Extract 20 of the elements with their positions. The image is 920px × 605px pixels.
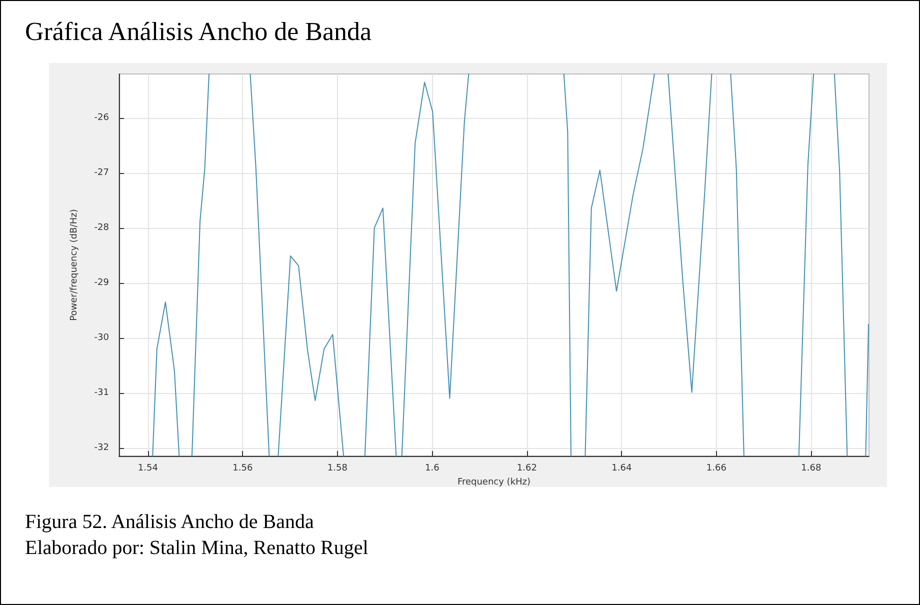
- y-tick-label: -32: [94, 442, 109, 453]
- text: Elaborado por: Stalin Mina, Renatto Rugel: [25, 536, 368, 561]
- x-tick-label: 1.56: [232, 464, 253, 474]
- y-tick-label: -31: [94, 388, 109, 398]
- y-axis-title: Power/frequency (dB/Hz): [70, 209, 80, 321]
- x-tick-label: 1.62: [516, 464, 537, 474]
- x-tick-label: 1.54: [138, 464, 158, 474]
- chart-title: Gráfica Análisis Ancho de Banda: [25, 17, 372, 47]
- y-tick-label: -26: [94, 112, 110, 123]
- y-tick-label: -29: [94, 278, 110, 288]
- y-tick-label: -30: [94, 332, 110, 343]
- y-tick-label: -28: [94, 222, 110, 233]
- x-tick-label: 1.68: [801, 464, 822, 474]
- y-tick-label: -27: [94, 168, 109, 178]
- text: Figura 52. Análisis Ancho de Banda: [25, 510, 315, 535]
- x-axis-title: Frequency (kHz): [457, 477, 531, 488]
- x-tick-label: 1.64: [612, 464, 632, 474]
- x-tick-label: 1.66: [706, 464, 727, 474]
- x-tick-label: 1.6: [425, 464, 440, 474]
- x-tick-label: 1.58: [327, 464, 348, 474]
